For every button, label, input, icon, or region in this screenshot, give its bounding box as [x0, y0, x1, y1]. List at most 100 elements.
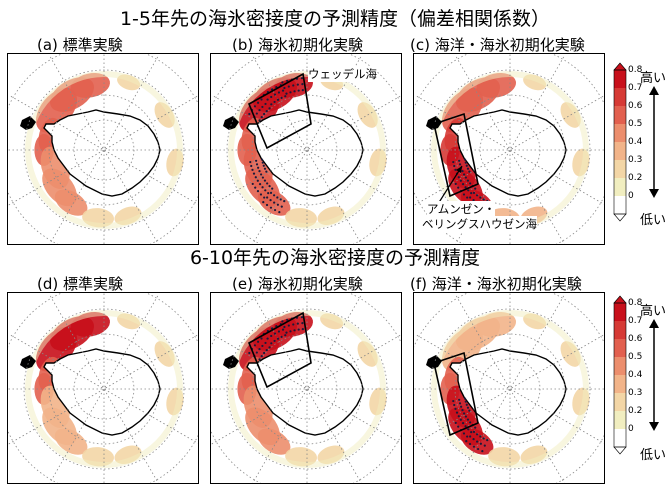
significance-dot: [458, 398, 461, 401]
significance-dot: [265, 348, 268, 352]
colorbar-bottom-low-label: 低い: [640, 448, 667, 463]
significance-dot: [296, 83, 299, 86]
colorbar-bottom-extend: [613, 446, 627, 455]
map-panel-e: [210, 292, 402, 484]
significance-dot: [292, 323, 295, 326]
weddell-sector-box: [247, 311, 312, 389]
significance-dot: [258, 109, 261, 112]
significance-dot: [453, 164, 456, 168]
significance-dot: [482, 198, 485, 201]
significance-dot: [457, 425, 460, 428]
significance-dot: [479, 435, 482, 438]
significance-dot: [466, 418, 470, 421]
map-panel-a: [7, 53, 199, 245]
significance-dot: [458, 163, 462, 166]
amundsen-label-line2: ベリングスハウゼン海: [422, 216, 537, 232]
significance-dot: [283, 86, 286, 90]
longitude-line: [49, 293, 160, 483]
panel-title-e: (e) 海氷初期化実験: [232, 275, 363, 293]
longitude-line: [211, 94, 401, 205]
significance-dot: [454, 168, 457, 171]
longitude-line: [414, 94, 604, 205]
significance-dot: [469, 182, 472, 185]
significance-dot: [476, 440, 479, 443]
significance-dot: [458, 159, 461, 162]
colorbar-tick-label: 0.6: [628, 334, 643, 344]
significance-dot: [260, 98, 263, 101]
top-section-title: 1-5年先の海氷密接度の予測精度（偏差相関係数）: [119, 8, 551, 30]
map-panel-c: [413, 53, 605, 245]
significance-dot: [454, 421, 457, 425]
significance-dot: [285, 331, 288, 334]
significance-dot: [270, 342, 273, 345]
colorbar-tick-label: 0.8: [628, 65, 643, 75]
significance-dot: [467, 428, 470, 431]
colorbar-swatch: [614, 178, 626, 196]
significance-dot: [273, 339, 276, 343]
significance-dot: [268, 185, 271, 188]
significance-dot: [469, 435, 472, 438]
significance-dot: [465, 164, 468, 167]
latitude-line: [23, 308, 185, 470]
longitude-line: [454, 54, 565, 244]
significance-dot: [482, 437, 485, 440]
significance-dot: [300, 77, 304, 80]
longitude-line: [48, 293, 159, 483]
sea-ice-ring: [25, 310, 183, 468]
south-america-tip: [223, 116, 239, 130]
significance-dot: [276, 337, 280, 340]
significance-dot: [301, 89, 304, 92]
annotation-arrowhead: [456, 166, 462, 173]
significance-dot: [454, 407, 457, 410]
colorbar-frame: [613, 69, 627, 215]
significance-dot: [464, 161, 467, 164]
significance-dot: [256, 101, 260, 104]
latitude-line: [226, 308, 388, 470]
significance-dot: [468, 409, 471, 412]
south-america-tip: [223, 355, 239, 369]
colorbar-top-high-label: 高い: [640, 71, 667, 86]
significance-dot: [258, 348, 261, 351]
significance-dot: [293, 329, 296, 332]
significance-dot: [250, 164, 253, 168]
sea-ice-ring: [228, 310, 386, 468]
significance-dot: [265, 203, 269, 207]
significance-dot: [265, 170, 268, 173]
panel-title-c: (c) 海洋・海氷初期化実験: [410, 36, 585, 54]
significance-dot: [273, 332, 277, 335]
significance-dot: [479, 442, 482, 445]
significance-dot: [457, 186, 460, 189]
significance-dot: [464, 176, 468, 179]
significance-dot: [268, 107, 271, 110]
weddell-sea-label: ウェッデル海: [308, 66, 377, 82]
colorbar-tick-label: 0.7: [628, 83, 643, 93]
significance-dot: [251, 182, 254, 186]
significance-dot: [251, 168, 254, 171]
sea-ice-ring: [228, 71, 386, 229]
colorbar-top-extend: [613, 295, 627, 304]
latitude-line: [429, 308, 591, 470]
significance-dot: [255, 112, 258, 115]
weddell-sector-box: [247, 72, 312, 150]
significance-dot: [263, 112, 266, 116]
significance-dot: [466, 406, 470, 409]
polar-map-a: [8, 54, 198, 244]
significance-dot: [461, 409, 464, 412]
annotation-arrow: [437, 165, 463, 205]
significance-dot: [272, 194, 276, 197]
significance-dot: [258, 170, 261, 173]
significance-dot: [479, 196, 482, 199]
colorbar-tick-label: 0.7: [628, 316, 643, 326]
significance-dot: [466, 167, 470, 170]
significance-dot: [261, 344, 264, 348]
significance-dot: [466, 179, 470, 182]
significance-dot: [459, 179, 462, 182]
significance-dot: [286, 318, 289, 321]
significance-dot: [481, 450, 484, 453]
colorbar-swatch: [614, 321, 626, 339]
colorbar-swatch: [614, 393, 626, 411]
significance-dot: [463, 158, 467, 161]
longitude-line: [211, 95, 401, 206]
significance-dot: [258, 182, 262, 186]
significance-dot: [264, 341, 267, 345]
